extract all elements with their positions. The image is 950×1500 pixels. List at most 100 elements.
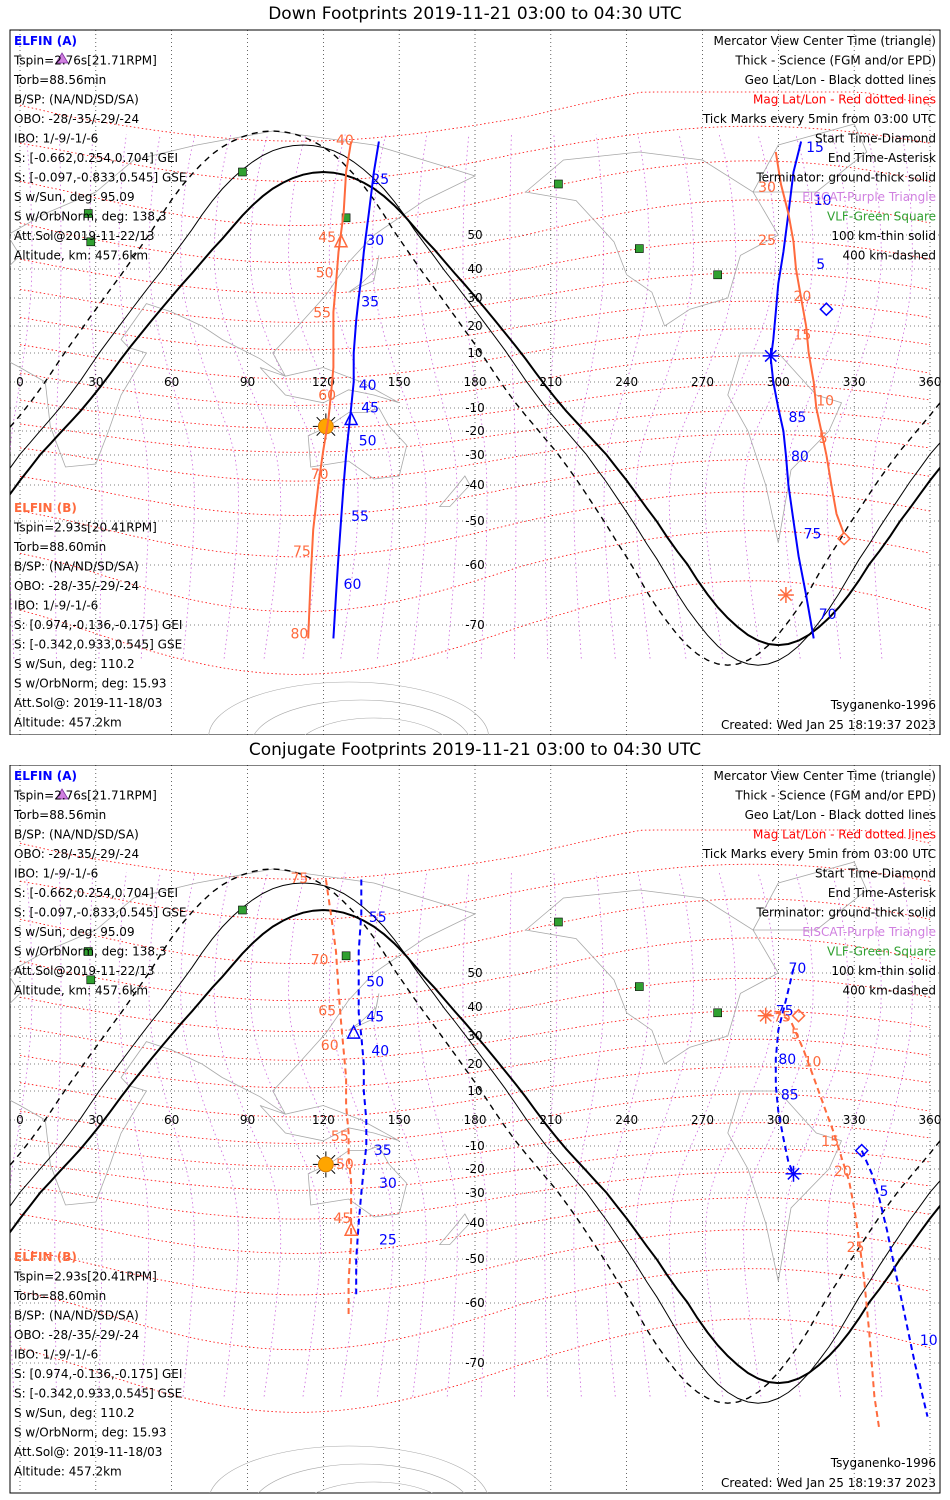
elfin-b-info-line: OBO: -28/-35/-29/-24	[14, 579, 139, 593]
end-time-asterisk	[777, 587, 794, 603]
latitude-tick-label: 10	[467, 1084, 482, 1098]
track-time-label: 55	[313, 306, 331, 322]
track-time-label: 25	[379, 1233, 397, 1249]
track-time-label: 75	[290, 871, 308, 887]
elfin-b-info-line: B/SP: (NA/ND/SD/SA)	[14, 1309, 139, 1323]
legend-entry: Tick Marks every 5min from 03:00 UTC	[702, 112, 936, 126]
latitude-tick-label: -40	[465, 478, 485, 492]
elfin-b-info-line: S w/Sun, deg: 110.2	[14, 1406, 135, 1420]
elfin-b-info-line: OBO: -28/-35/-29/-24	[14, 1328, 139, 1342]
mag-latitude-line	[19, 328, 931, 380]
track-time-label: 15	[821, 1134, 839, 1150]
latitude-tick-label: -60	[465, 1296, 485, 1310]
track-time-label: 35	[374, 1143, 392, 1159]
land-outline	[10, 868, 477, 1206]
end-time-asterisk	[762, 347, 779, 364]
eiscat-triangle	[55, 52, 69, 64]
elfin-a-info-line: Tspin=2.76s[21.71RPM]	[13, 54, 157, 68]
created-timestamp: Created: Wed Jan 25 18:19:37 2023	[721, 1476, 936, 1490]
land-outline	[438, 475, 471, 507]
track-time-label: 70	[819, 607, 837, 623]
track-time-label: 40	[371, 1044, 389, 1060]
terminator-100km	[10, 882, 940, 1404]
track-time-label: 75	[773, 1010, 791, 1026]
mag-latitude-line	[19, 91, 931, 142]
track-time-label: 50	[336, 1157, 354, 1173]
elfin-b-info-line: Tspin=2.93s[20.41RPM]	[13, 521, 157, 535]
elfin-a-info-line: Altitude, km: 457.6km	[14, 984, 148, 998]
track-line	[765, 1011, 881, 1431]
longitude-tick-label: 270	[691, 1113, 714, 1127]
track-time-label: 55	[351, 509, 369, 525]
longitude-tick-label: 90	[240, 375, 255, 389]
longitude-tick-label: 120	[312, 1113, 335, 1127]
latitude-tick-label: 40	[467, 262, 482, 276]
mag-latitude-line	[19, 491, 931, 558]
track-time-label: 70	[311, 467, 329, 483]
elfin-a-info-line: B/SP: (NA/ND/SD/SA)	[14, 93, 139, 107]
track-time-label: 10	[816, 393, 834, 409]
land-outline	[524, 889, 779, 1065]
elfin-b-track: 75 70 65 60 55 50 45	[290, 871, 359, 1315]
track-time-label: 40	[336, 133, 354, 149]
view-center-triangle	[333, 233, 349, 248]
vlf-station-marker	[86, 975, 96, 985]
track-time-label: 25	[847, 1240, 865, 1256]
track-time-label: 55	[331, 1129, 349, 1145]
mag-longitude-line	[509, 134, 517, 659]
vlf-station-marker	[341, 951, 351, 961]
longitude-tick-label: 300	[767, 375, 790, 389]
track-time-label: 80	[290, 626, 308, 642]
mag-longitude-line	[54, 134, 62, 659]
start-time-diamond	[836, 531, 852, 546]
legend-entry: Geo Lat/Lon - Black dotted lines	[745, 808, 936, 822]
mag-longitude-line	[89, 134, 103, 659]
land-outline	[727, 1090, 843, 1282]
longitude-tick-label: 0	[16, 1113, 24, 1127]
mag-longitude-line	[635, 134, 695, 659]
mag-longitude-line	[544, 134, 558, 659]
track-time-label: 45	[366, 1010, 384, 1026]
track-time-label: 25	[371, 172, 389, 188]
mag-latitude-line	[19, 239, 931, 294]
mag-longitude-line	[704, 134, 777, 659]
mag-latitude-line	[19, 1148, 931, 1191]
mag-longitude-line	[544, 872, 558, 1397]
elfin-a-info-line: S: [-0.662,0.254,0.704] GEI	[14, 886, 178, 900]
elfin-b-track: 40 45 50 55 60 70 75 80	[290, 133, 353, 642]
mag-longitude-line	[54, 872, 62, 1397]
track-line	[332, 141, 380, 639]
legend-entry: VLF-Green Square	[827, 945, 936, 959]
terminator-ground	[10, 908, 940, 1385]
vlf-station-marker	[83, 209, 93, 218]
longitude-tick-label: 270	[691, 375, 714, 389]
longitude-tick-label: 360	[919, 1113, 942, 1127]
legend-entry: Mercator View Center Time (triangle)	[714, 34, 936, 48]
elfin-b-info-line: Torb=88.60min	[13, 540, 106, 554]
vlf-station-marker	[554, 917, 563, 927]
mag-longitude-line	[180, 872, 240, 1397]
legend-entry: Mag Lat/Lon - Red dotted lines	[753, 828, 936, 842]
vlf-station-marker	[713, 1008, 722, 1018]
longitude-tick-label: 300	[767, 1113, 790, 1127]
land-outline	[253, 699, 469, 735]
track-time-label: 35	[361, 294, 379, 310]
view-center-triangle	[346, 1024, 361, 1039]
elfin-a-info-line: S w/Sun, deg: 95.09	[14, 190, 135, 204]
mag-longitude-line	[871, 134, 913, 659]
mag-longitude-line	[180, 134, 240, 659]
legend-entry: VLF-Green Square	[827, 210, 936, 224]
latitude-tick-label: 20	[467, 1057, 482, 1071]
map-layer	[10, 30, 940, 735]
land-outline	[304, 717, 443, 735]
legend-entry: Tick Marks every 5min from 03:00 UTC	[702, 847, 936, 861]
elfin-a-info-line: Torb=88.56min	[13, 73, 106, 87]
elfin-b-info-line: S: [-0.342,0.933,0.545] GSE	[14, 638, 182, 652]
longitude-tick-label: 180	[464, 375, 487, 389]
legend-entry: 100 km-thin solid	[831, 229, 936, 243]
track-time-label: 60	[321, 1038, 339, 1054]
elfin-a-info-line: B/SP: (NA/ND/SD/SA)	[14, 828, 139, 842]
latitude-tick-label: -60	[465, 558, 485, 572]
